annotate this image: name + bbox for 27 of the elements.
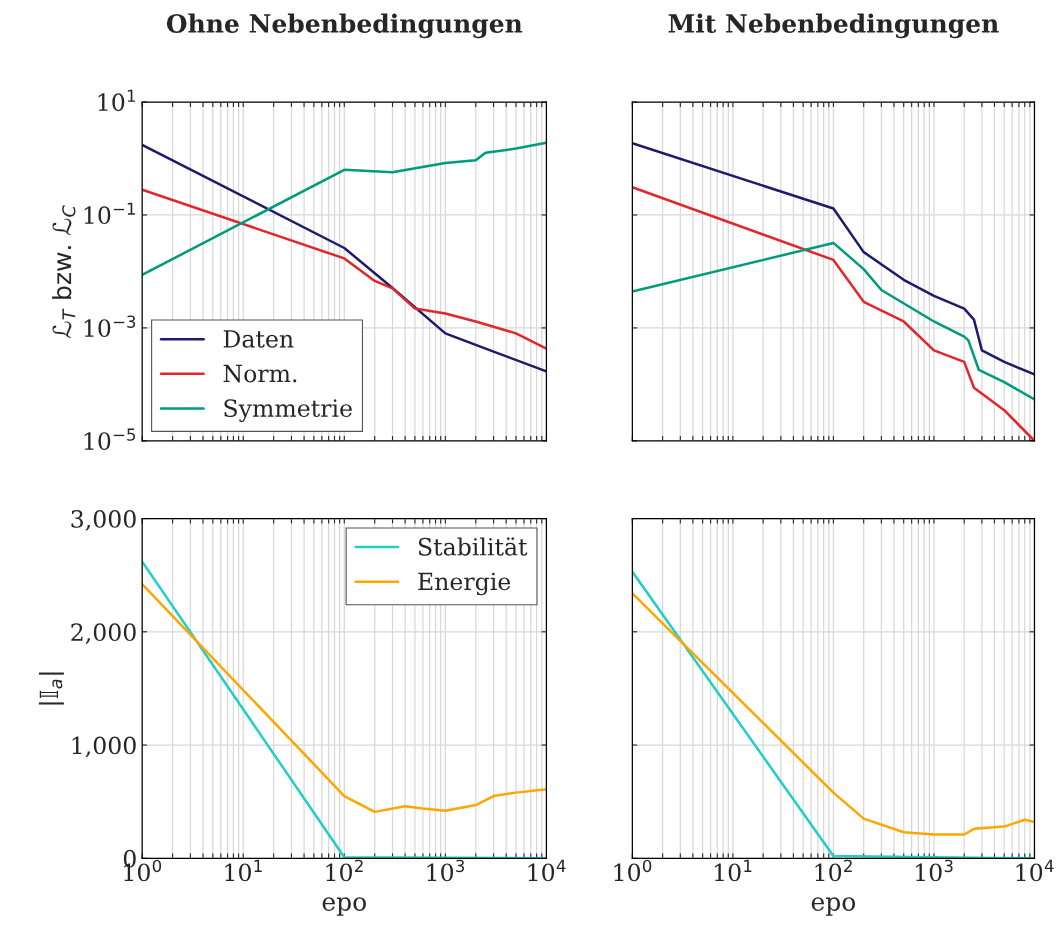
y-tick-label: 10$^{−1}$ [84,202,135,225]
legend-label: Norm. [223,364,297,383]
x-tick-label: 10$^{0}$ [614,859,652,882]
y-tick-label: 10$^{−3}$ [84,315,136,338]
legend-label: Symmetrie [224,399,352,422]
y-tick-label: 3,000 [71,509,136,531]
y-axis-title: ℒ$_{T}$ bzw. ℒ$_{C}$ [52,205,76,338]
x-tick-label: 10$^{2}$ [326,859,363,882]
y-tick-label: 1,000 [72,736,136,758]
chart-title: Ohne Nebenbedingungen [166,13,523,39]
x-tick-label: 10$^{1}$ [714,859,752,882]
x-tick-label: 10$^{3}$ [916,859,953,882]
y-tick-label: 2,000 [71,623,136,644]
legend-label: Stabilität [418,537,528,556]
x-tick-label: 10$^{1}$ [225,859,262,882]
legend-label: Daten [223,330,294,348]
y-tick-label: 10$^{1}$ [98,89,136,112]
chart-title: Mit Nebenbedingungen [668,13,999,39]
y-tick-label: 10$^{−5}$ [84,428,136,450]
x-axis-title: epo [811,897,856,916]
x-axis-title: epo [322,897,366,916]
x-tick-label: 10$^{4}$ [528,859,566,882]
y-axis-title: |𝕀$_{a}$| [38,672,64,705]
x-tick-label: 10$^{2}$ [815,859,852,882]
legend-label: Energie [418,572,511,596]
x-tick-label: 10$^{3}$ [427,859,465,882]
x-tick-label: 10$^{4}$ [1016,859,1054,882]
